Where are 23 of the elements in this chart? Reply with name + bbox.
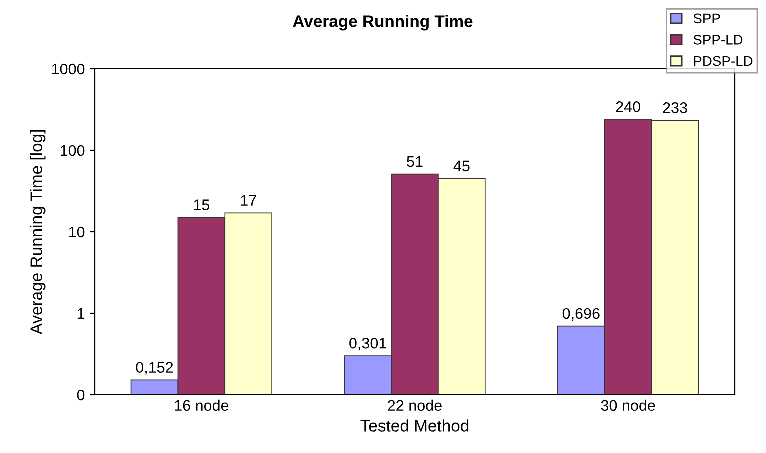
data-label: 51 — [407, 156, 423, 168]
y-tick-label: 10 — [69, 226, 85, 238]
chart-title: Average Running Time — [293, 15, 473, 31]
data-label: 17 — [241, 195, 256, 206]
data-label: 240 — [616, 102, 640, 112]
data-label: 0,696 — [562, 308, 600, 321]
legend-label: SPP — [694, 14, 720, 24]
legend-label: PDSP-LD — [694, 56, 753, 66]
data-label: 0,301 — [350, 338, 386, 351]
data-label: 15 — [194, 200, 210, 210]
y-tick-label: 0 — [77, 390, 85, 401]
data-label: 45 — [454, 160, 470, 172]
legend-label: SPP-LD — [694, 35, 743, 45]
data-label: 0,152 — [136, 362, 174, 375]
y-tick-label: 100 — [60, 145, 85, 156]
y-tick-label: 1 — [78, 308, 85, 320]
data-label: 233 — [663, 102, 688, 114]
x-tick-label: 30 node — [601, 400, 656, 412]
y-axis-title: Average Running Time [log] — [30, 130, 46, 335]
x-axis-title: Tested Method — [360, 420, 469, 432]
y-tick-label: 1000 — [52, 64, 85, 75]
x-tick-label: 16 node — [175, 400, 229, 412]
x-tick-label: 22 node — [388, 400, 442, 412]
